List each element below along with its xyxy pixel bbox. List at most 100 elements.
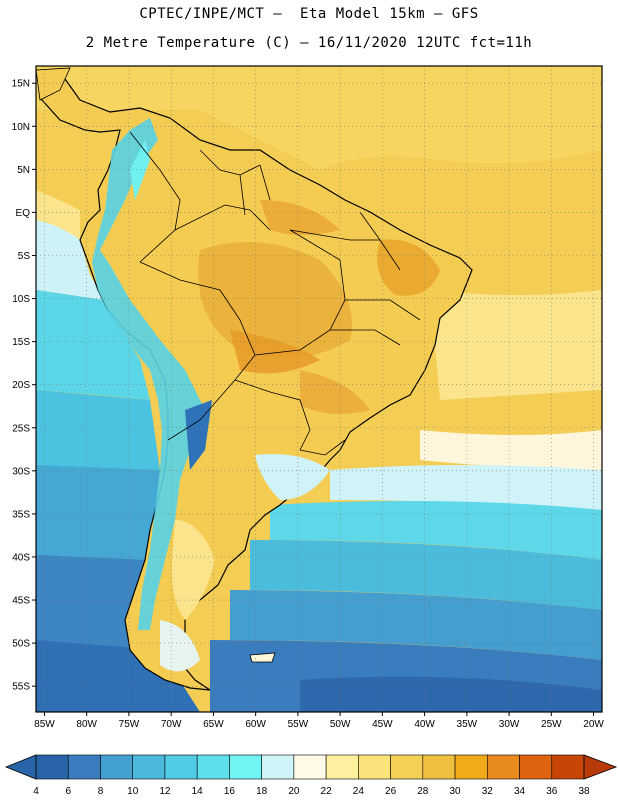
atlantic-yellow-band — [430, 290, 602, 400]
latitude-tick-label: 10N — [12, 122, 30, 133]
longitude-tick-label: 70W — [161, 719, 182, 730]
colorbar-labels: 4 6 8 10 12 14 16 18 20 22 24 26 28 30 32 34 36 38 — [33, 786, 590, 797]
colorbar-swatch — [196, 754, 230, 780]
colorbar-label: 20 — [288, 786, 300, 797]
andes-cold-strip — [92, 118, 210, 630]
colorbar-label: 4 — [33, 786, 39, 797]
pacific-cyan-band — [36, 290, 150, 400]
latitude-tick-label: 55S — [12, 682, 30, 693]
atlantic-cool-band — [330, 465, 602, 510]
latitude-tick-label: 5S — [18, 251, 31, 262]
colorbar-label: 34 — [514, 786, 526, 797]
longitude-labels: 85W 80W 75W 70W 65W 60W 55W 50W 45W 40W 35W 30W 25W 2… — [34, 712, 604, 730]
colorbar-swatch — [293, 754, 327, 780]
longitude-tick-label: 35W — [457, 719, 478, 730]
atlantic-polar-band — [300, 676, 602, 712]
colorbar-swatch — [325, 754, 359, 780]
latitude-tick-label: 25S — [12, 423, 30, 434]
colorbar-label: 6 — [65, 786, 71, 797]
pantanal-hot-patch — [230, 330, 320, 374]
latitude-labels: 15N 10N 5N EQ 5S 10S 15S 20S 25S 30S 35S 40S 45S 50S 5… — [12, 79, 36, 693]
longitude-tick-label: 30W — [499, 719, 520, 730]
longitude-tick-label: 75W — [119, 719, 140, 730]
colorbar-swatch — [229, 754, 262, 780]
colorbar-swatch — [100, 754, 134, 780]
colorbar-high-arrow — [583, 754, 618, 780]
country-borders — [129, 131, 421, 456]
colorbar-swatch — [390, 754, 424, 780]
colorbar-swatch — [519, 754, 553, 780]
colorbar-label: 28 — [417, 786, 429, 797]
tropical-atlantic-band — [36, 66, 602, 170]
colorbar-label: 12 — [159, 786, 171, 797]
pacific-cool-band — [36, 220, 105, 300]
colorbar-label: 18 — [256, 786, 268, 797]
colorbar-label: 24 — [353, 786, 365, 797]
latitude-tick-label: 45S — [12, 596, 30, 607]
colorbar-swatch — [164, 754, 198, 780]
latitude-tick-label: 20S — [12, 380, 30, 391]
longitude-tick-label: 65W — [203, 719, 224, 730]
longitude-tick-label: 55W — [288, 719, 309, 730]
colorbar-swatch — [358, 754, 391, 780]
colorbar-low-arrow — [4, 754, 37, 780]
atlantic-cyan-band — [270, 501, 602, 560]
latitude-tick-label: EQ — [16, 208, 31, 219]
colorbar-label: 16 — [224, 786, 236, 797]
atlantic-blue-band — [250, 540, 602, 610]
atlantic-pale-band — [420, 430, 602, 470]
falkland-islands — [249, 652, 276, 663]
longitude-tick-label: 50W — [330, 719, 351, 730]
colorbar-label: 22 — [321, 786, 333, 797]
central-america-land — [36, 67, 71, 101]
andes-coldest-peak — [185, 400, 212, 470]
latitude-tick-label: 10S — [12, 294, 30, 305]
northeast-warm-patch — [377, 239, 440, 296]
colorbar-label: 30 — [449, 786, 461, 797]
latitude-tick-label: 50S — [12, 639, 30, 650]
colorbar-swatch — [486, 754, 520, 780]
longitude-tick-label: 40W — [414, 719, 435, 730]
latitude-tick-label: 40S — [12, 552, 30, 563]
colorbar-label: 10 — [127, 786, 139, 797]
amazon-warm-patch — [260, 200, 340, 235]
colorbar-swatches — [35, 754, 585, 780]
southeast-warm-patch — [300, 370, 370, 414]
uruguay-cool-patch — [255, 454, 330, 500]
colombian-andes — [130, 140, 150, 200]
colorbar-swatch — [454, 754, 488, 780]
central-warm-patch — [198, 242, 352, 358]
map-title-line-2: 2 Metre Temperature (C) – 16/11/2020 12U… — [85, 35, 533, 51]
longitude-tick-label: 60W — [245, 719, 266, 730]
colorbar-swatch — [551, 754, 585, 780]
temperature-map: 15N 10N 5N EQ 5S 10S 15S 20S 25S 30S 35S 40S 45S 50S 5… — [12, 65, 604, 730]
tierra-del-fuego-cool — [160, 620, 200, 672]
colorbar-swatch — [35, 754, 69, 780]
longitude-tick-label: 45W — [372, 719, 393, 730]
pacific-blue-band — [36, 390, 160, 470]
latitude-tick-label: 5N — [17, 165, 30, 176]
colorbar-swatch — [67, 754, 101, 780]
colorbar-swatch — [261, 754, 295, 780]
pacific-deep-band — [36, 465, 160, 560]
map-title-line-1: CPTEC/INPE/MCT – Eta Model 15km – GFS — [139, 6, 479, 22]
colorbar-label: 14 — [192, 786, 204, 797]
longitude-tick-label: 80W — [76, 719, 97, 730]
latitude-tick-label: 35S — [12, 509, 30, 520]
colorbar-label: 8 — [98, 786, 104, 797]
colorbar-swatch — [132, 754, 166, 780]
longitude-tick-label: 20W — [583, 719, 604, 730]
longitude-tick-label: 85W — [34, 719, 55, 730]
colorbar-label: 32 — [482, 786, 494, 797]
latitude-tick-label: 15N — [12, 79, 30, 90]
longitude-tick-label: 25W — [541, 719, 562, 730]
colorbar-label: 26 — [385, 786, 397, 797]
latitude-tick-label: 30S — [12, 466, 30, 477]
colorbar-swatch — [422, 754, 456, 780]
latitude-tick-label: 15S — [12, 337, 30, 348]
patagonia-yellow-patch — [171, 520, 215, 620]
colorbar: 4 6 8 10 12 14 16 18 20 22 24 26 28 30 32 34 36 38 — [4, 754, 618, 797]
colorbar-label: 36 — [546, 786, 558, 797]
map-frame — [35, 65, 603, 713]
colorbar-label: 38 — [578, 786, 590, 797]
